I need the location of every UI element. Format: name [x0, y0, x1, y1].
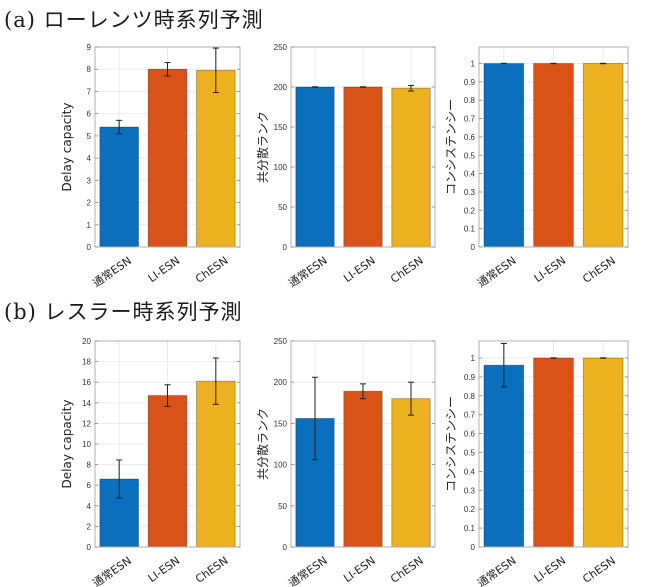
y-tick-label: 0.4 — [464, 170, 476, 179]
y-tick-label: 0 — [471, 543, 476, 552]
y-tick-label: 0 — [283, 243, 288, 252]
y-tick-label: 9 — [87, 43, 92, 52]
y-tick-label: 0.9 — [464, 78, 476, 87]
y-tick-label: 0.3 — [464, 188, 476, 197]
y-axis-label: コンシステンシー — [444, 99, 458, 195]
y-tick-label: 0.6 — [464, 430, 476, 439]
axes-frame — [290, 340, 436, 548]
bar-1 — [483, 63, 525, 248]
bar-1 — [483, 364, 525, 548]
y-tick-label: 250 — [274, 43, 288, 52]
y-tick-label: 150 — [274, 123, 288, 132]
y-tick-label: 0 — [87, 243, 92, 252]
y-tick-label: 0.9 — [464, 373, 476, 382]
bar-1 — [295, 86, 335, 248]
y-axis-label: 共分散ランク — [255, 111, 270, 183]
y-axis-label: Delay capacity — [60, 400, 74, 489]
y-tick-label: 200 — [274, 83, 288, 92]
y-tick-label: 150 — [274, 419, 288, 428]
bar-3 — [582, 63, 624, 248]
y-tick-label: 18 — [82, 358, 91, 367]
y-tick-label: 20 — [82, 337, 91, 346]
y-tick-label: 0.5 — [464, 151, 476, 160]
y-tick-label: 200 — [274, 378, 288, 387]
x-category-label: LI-ESN — [532, 554, 569, 585]
y-tick-label: 50 — [278, 502, 287, 511]
bar-2 — [147, 395, 188, 548]
y-tick-label: 100 — [274, 163, 288, 172]
axes-frame — [478, 46, 629, 248]
section-title-b: (b) レスラー時系列予測 — [4, 300, 243, 324]
bar-2 — [533, 63, 574, 248]
y-axis-label: コンシステンシー — [444, 396, 458, 492]
y-tick-label: 0.2 — [464, 206, 476, 215]
y-axis-label: 共分散ランク — [255, 408, 270, 480]
y-tick-label: 0.1 — [464, 524, 476, 533]
y-tick-label: 7 — [87, 87, 92, 96]
bar-2 — [533, 357, 574, 548]
y-tick-label: 0.2 — [464, 505, 476, 514]
axes-frame — [94, 46, 241, 248]
y-tick-label: 0.8 — [464, 392, 476, 401]
section-title-a: (a) ローレンツ時系列予測 — [4, 8, 264, 32]
y-tick-label: 0.3 — [464, 486, 476, 495]
y-tick-label: 1 — [471, 354, 476, 363]
y-tick-label: 0 — [87, 543, 92, 552]
y-tick-label: 0.8 — [464, 96, 476, 105]
bar-3 — [196, 380, 236, 548]
y-tick-label: 2 — [87, 199, 92, 208]
y-tick-label: 100 — [274, 461, 288, 470]
y-tick-label: 0.7 — [464, 115, 476, 124]
x-category-label: 通常ESN — [475, 554, 519, 587]
bar-3 — [582, 357, 624, 548]
y-tick-label: 6 — [87, 110, 92, 119]
y-tick-label: 8 — [87, 65, 92, 74]
y-tick-label: 0 — [471, 243, 476, 252]
y-tick-label: 0.6 — [464, 133, 476, 142]
y-tick-label: 4 — [87, 154, 92, 163]
y-tick-label: 2 — [87, 522, 92, 531]
y-tick-label: 4 — [87, 502, 92, 511]
y-tick-label: 1 — [471, 60, 476, 69]
y-tick-label: 0 — [283, 543, 288, 552]
y-tick-label: 1 — [87, 221, 92, 230]
y-tick-label: 5 — [87, 132, 92, 141]
y-tick-label: 50 — [278, 203, 287, 212]
y-tick-label: 16 — [82, 378, 91, 387]
axes-frame — [290, 46, 436, 248]
y-tick-label: 3 — [87, 176, 92, 185]
y-tick-label: 0.5 — [464, 449, 476, 458]
y-tick-label: 0.1 — [464, 225, 476, 234]
y-tick-label: 10 — [82, 440, 91, 449]
y-tick-label: 12 — [82, 419, 91, 428]
y-tick-label: 8 — [87, 461, 92, 470]
bar-1 — [295, 418, 335, 548]
bar-2 — [343, 390, 383, 548]
y-tick-label: 0.4 — [464, 467, 476, 476]
axes-frame — [478, 340, 629, 548]
x-category-label: ChESN — [580, 554, 618, 586]
bar-3 — [391, 398, 431, 548]
y-tick-label: 0.7 — [464, 411, 476, 420]
y-tick-label: 6 — [87, 481, 92, 490]
y-tick-label: 14 — [82, 399, 91, 408]
y-axis-label: Delay capacity — [60, 103, 74, 192]
bar-3 — [391, 87, 431, 248]
y-tick-label: 250 — [274, 337, 288, 346]
